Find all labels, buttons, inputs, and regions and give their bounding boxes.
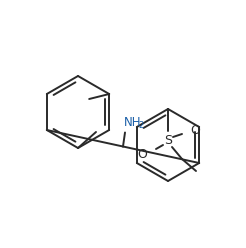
Text: S: S <box>164 134 172 148</box>
Text: 2: 2 <box>138 121 143 130</box>
Text: O: O <box>190 124 200 136</box>
Text: O: O <box>137 148 147 160</box>
Text: NH: NH <box>124 116 141 129</box>
